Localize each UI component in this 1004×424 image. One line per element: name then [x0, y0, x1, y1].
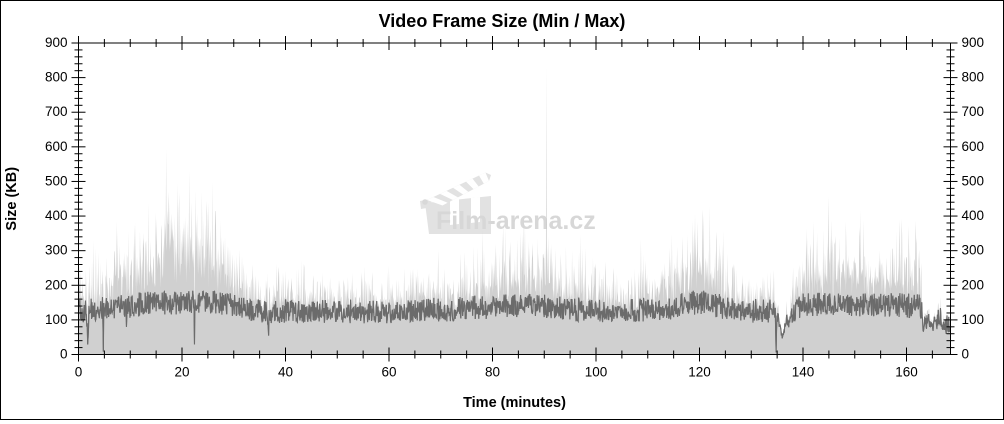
svg-text:200: 200: [45, 277, 68, 292]
svg-text:200: 200: [962, 277, 985, 292]
svg-text:100: 100: [45, 312, 68, 327]
svg-text:100: 100: [962, 312, 985, 327]
svg-text:500: 500: [962, 173, 985, 188]
svg-text:0: 0: [962, 347, 970, 362]
svg-text:140: 140: [792, 365, 815, 380]
svg-text:900: 900: [962, 35, 985, 50]
svg-text:700: 700: [45, 104, 68, 119]
svg-text:80: 80: [485, 365, 500, 380]
svg-text:600: 600: [45, 139, 68, 154]
svg-text:600: 600: [962, 139, 985, 154]
svg-text:Film-arena.cz: Film-arena.cz: [436, 207, 596, 235]
svg-text:0: 0: [60, 347, 68, 362]
svg-text:120: 120: [688, 365, 711, 380]
svg-text:900: 900: [45, 35, 68, 50]
svg-text:100: 100: [585, 365, 608, 380]
svg-text:800: 800: [962, 70, 985, 85]
svg-text:400: 400: [45, 208, 68, 223]
svg-text:700: 700: [962, 104, 985, 119]
svg-text:Time (minutes): Time (minutes): [463, 395, 566, 411]
svg-text:60: 60: [381, 365, 396, 380]
svg-text:40: 40: [278, 365, 293, 380]
svg-text:Video Frame Size (Min / Max): Video Frame Size (Min / Max): [379, 11, 626, 31]
svg-text:300: 300: [45, 243, 68, 258]
svg-text:500: 500: [45, 173, 68, 188]
svg-text:160: 160: [895, 365, 918, 380]
svg-text:Size (KB): Size (KB): [4, 167, 20, 231]
svg-text:0: 0: [75, 365, 83, 380]
svg-text:300: 300: [962, 243, 985, 258]
svg-text:400: 400: [962, 208, 985, 223]
svg-text:800: 800: [45, 70, 68, 85]
svg-text:20: 20: [174, 365, 189, 380]
